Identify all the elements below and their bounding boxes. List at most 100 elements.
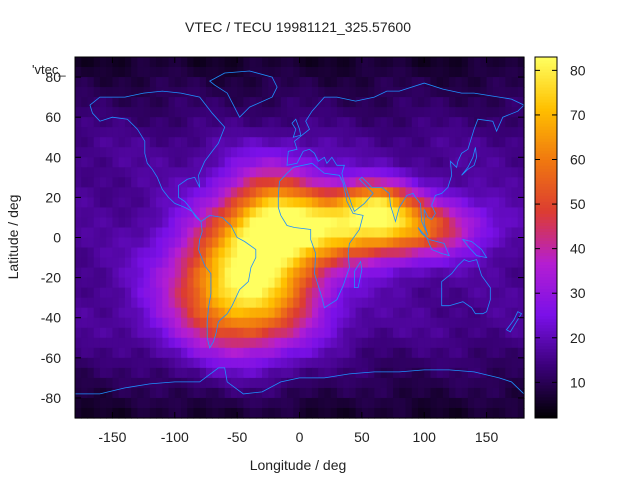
- heatmap-cell: [112, 57, 120, 68]
- heatmap-cell: [255, 377, 263, 389]
- heatmap-cell: [118, 87, 126, 98]
- coastline-uk: [291, 118, 302, 138]
- heatmap-cell: [411, 107, 419, 118]
- heatmap-cell: [149, 357, 157, 369]
- heatmap-cell: [436, 137, 444, 148]
- heatmap-cell: [480, 277, 488, 289]
- heatmap-cell: [124, 277, 132, 289]
- heatmap-cell: [112, 367, 120, 379]
- heatmap-cell: [368, 87, 375, 98]
- heatmap-cell: [205, 307, 213, 319]
- heatmap-cell: [293, 327, 301, 339]
- heatmap-cell: [106, 257, 114, 269]
- heatmap-cell: [181, 197, 188, 209]
- heatmap-cell: [212, 117, 220, 128]
- heatmap-cell: [212, 87, 220, 98]
- heatmap-cell: [162, 327, 170, 339]
- heatmap-cell: [99, 317, 107, 329]
- heatmap-cell: [174, 307, 182, 319]
- heatmap-cell: [343, 247, 350, 259]
- heatmap-cell: [187, 157, 195, 168]
- heatmap-cell: [255, 337, 263, 349]
- heatmap-cell: [174, 227, 182, 239]
- heatmap-cell: [181, 377, 188, 389]
- heatmap-cell: [424, 137, 432, 148]
- heatmap-cell: [81, 197, 89, 209]
- heatmap-cell: [336, 197, 344, 209]
- heatmap-cell: [187, 387, 195, 399]
- heatmap-cell: [168, 117, 176, 128]
- heatmap-cell: [237, 67, 244, 78]
- heatmap-cell: [287, 347, 294, 359]
- heatmap-cell: [299, 337, 307, 349]
- heatmap-cell: [449, 307, 457, 319]
- heatmap-cell: [293, 67, 301, 78]
- heatmap-cell: [293, 407, 301, 419]
- heatmap-cell: [212, 277, 220, 289]
- heatmap-cell: [374, 407, 382, 419]
- colorbar-segment: [535, 69, 557, 73]
- heatmap-cell: [380, 127, 388, 138]
- heatmap-cell: [230, 307, 238, 319]
- heatmap-cell: [330, 267, 338, 279]
- heatmap-cell: [249, 267, 257, 279]
- heatmap-cell: [268, 237, 276, 249]
- heatmap-cell: [343, 257, 350, 269]
- heatmap-cell: [299, 377, 307, 389]
- heatmap-cell: [492, 247, 500, 259]
- heatmap-cell: [299, 97, 307, 108]
- colorbar-segment: [535, 387, 557, 392]
- heatmap-cell: [187, 407, 195, 419]
- heatmap-cell: [149, 257, 157, 269]
- heatmap-cell: [368, 297, 375, 309]
- heatmap-cell: [417, 397, 425, 409]
- heatmap-cell: [311, 357, 319, 369]
- heatmap-cell: [255, 187, 263, 198]
- heatmap-cell: [112, 407, 120, 419]
- heatmap-cell: [355, 407, 363, 419]
- heatmap-cell: [280, 367, 288, 379]
- heatmap-cell: [455, 357, 463, 369]
- heatmap-cell: [168, 77, 176, 88]
- heatmap-cell: [162, 387, 170, 399]
- heatmap-cell: [455, 267, 463, 279]
- heatmap-cell: [268, 287, 276, 299]
- heatmap-cell: [268, 127, 276, 138]
- colorbar-segment: [535, 117, 557, 121]
- heatmap-cell: [212, 357, 220, 369]
- heatmap-cell: [517, 307, 525, 319]
- heatmap-cell: [386, 67, 394, 78]
- heatmap-cell: [81, 107, 89, 118]
- heatmap-cell: [492, 357, 500, 369]
- heatmap-cell: [230, 277, 238, 289]
- heatmap-cell: [230, 97, 238, 108]
- heatmap-cell: [461, 307, 469, 319]
- heatmap-cell: [449, 77, 457, 88]
- heatmap-cell: [93, 187, 101, 198]
- heatmap-cell: [449, 247, 457, 259]
- heatmap-cell: [149, 227, 157, 239]
- heatmap-cell: [349, 147, 357, 158]
- heatmap-cell: [330, 217, 338, 229]
- heatmap-cell: [268, 387, 276, 399]
- heatmap-cell: [193, 107, 201, 118]
- heatmap-cell: [81, 327, 89, 339]
- heatmap-cell: [499, 137, 506, 148]
- heatmap-cell: [361, 357, 369, 369]
- heatmap-cell: [156, 287, 163, 299]
- heatmap-cell: [474, 307, 481, 319]
- heatmap-cell: [330, 157, 338, 168]
- heatmap-cell: [143, 387, 151, 399]
- heatmap-cell: [355, 67, 363, 78]
- colorbar-segment: [535, 249, 557, 254]
- heatmap-cell: [187, 257, 195, 269]
- heatmap-cell: [330, 347, 338, 359]
- heatmap-cell: [75, 337, 82, 349]
- heatmap-cell: [287, 177, 294, 188]
- heatmap-cell: [156, 87, 163, 98]
- heatmap-cell: [349, 337, 357, 349]
- heatmap-cell: [87, 137, 95, 148]
- heatmap-cell: [405, 117, 413, 128]
- heatmap-cell: [361, 347, 369, 359]
- heatmap-cell: [181, 397, 188, 409]
